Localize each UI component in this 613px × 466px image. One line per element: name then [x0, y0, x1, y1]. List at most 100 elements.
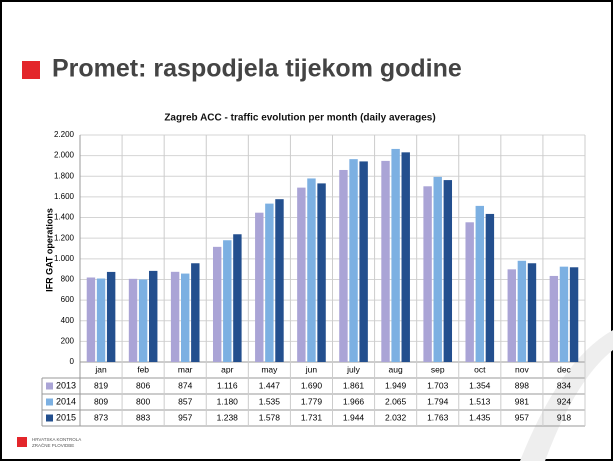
- table-cell: 834: [557, 380, 571, 390]
- table-cell: 1.513: [469, 396, 491, 406]
- y-tick-label: 1.400: [54, 213, 75, 222]
- y-tick-label: 1.200: [54, 233, 75, 242]
- bar: [255, 212, 264, 362]
- table-cell: 1.690: [301, 380, 323, 390]
- y-tick-label: 400: [61, 316, 75, 325]
- decoration: [520, 330, 613, 461]
- table-cell: 1.116: [217, 380, 238, 390]
- bar: [569, 267, 579, 362]
- y-tick-label: 1.600: [54, 192, 75, 201]
- bar: [549, 275, 559, 362]
- bar: [401, 152, 410, 362]
- legend-label: 2014: [56, 396, 76, 406]
- table-cell: 857: [178, 396, 192, 406]
- table-cell: 1.966: [343, 396, 365, 406]
- y-tick-label: 0: [70, 357, 75, 366]
- y-tick-label: 200: [61, 336, 75, 345]
- legend-swatch: [46, 398, 53, 406]
- legend-label: 2013: [56, 380, 76, 390]
- table-cell: 1.944: [343, 412, 365, 422]
- x-tick-label: oct: [474, 364, 486, 374]
- x-tick-label: dec: [557, 364, 571, 374]
- y-tick-label: 1.800: [54, 171, 75, 180]
- bar: [307, 178, 316, 362]
- table-cell: 924: [557, 396, 571, 406]
- legend-label: 2015: [56, 412, 76, 422]
- table-cell: 1.703: [427, 380, 449, 390]
- bar: [212, 246, 222, 362]
- table-cell: 809: [94, 396, 108, 406]
- logo-mark: [17, 437, 27, 447]
- table-cell: 1.180: [217, 396, 239, 406]
- bar: [297, 187, 306, 362]
- y-tick-label: 2.200: [54, 130, 75, 139]
- table-cell: 1.238: [217, 412, 239, 422]
- table-cell: 819: [94, 380, 108, 390]
- table-cell: 873: [94, 412, 108, 422]
- x-tick-label: feb: [137, 364, 149, 374]
- bar: [317, 183, 326, 362]
- x-tick-label: jan: [94, 364, 107, 374]
- bar: [128, 278, 138, 362]
- table-cell: 1.535: [259, 396, 281, 406]
- table-cell: 957: [515, 412, 529, 422]
- bar: [265, 203, 274, 362]
- y-tick-label: 800: [61, 275, 75, 284]
- table-cell: 883: [136, 412, 150, 422]
- bar: [275, 199, 284, 362]
- table-cell: 1.949: [385, 380, 407, 390]
- bar: [96, 278, 106, 362]
- table-cell: 874: [178, 380, 192, 390]
- bar: [507, 269, 516, 362]
- table-cell: 1.447: [259, 380, 281, 390]
- chart-title: Zagreb ACC - traffic evolution per month…: [164, 113, 435, 124]
- bar: [223, 240, 232, 362]
- bar: [559, 266, 569, 362]
- bar: [381, 160, 390, 362]
- bar: [443, 180, 453, 362]
- table-cell: 1.578: [259, 412, 281, 422]
- y-tick-label: 2.000: [54, 151, 75, 160]
- bar: [191, 263, 200, 362]
- bar: [517, 260, 527, 362]
- x-tick-label: may: [261, 364, 278, 374]
- table-cell: 1.794: [427, 396, 449, 406]
- table-cell: 1.861: [343, 380, 365, 390]
- table-cell: 1.354: [469, 380, 491, 390]
- bar: [359, 161, 368, 362]
- bar: [86, 277, 96, 362]
- bar: [149, 270, 158, 362]
- bar: [527, 263, 537, 362]
- table-cell: 898: [515, 380, 529, 390]
- x-tick-label: nov: [515, 364, 529, 374]
- table-cell: 806: [136, 380, 150, 390]
- table-cell: 918: [557, 412, 571, 422]
- bar: [138, 279, 148, 362]
- table-cell: 1.779: [301, 396, 323, 406]
- bar: [106, 271, 116, 362]
- y-tick-label: 1.000: [54, 254, 75, 263]
- x-tick-label: jun: [305, 364, 318, 374]
- bar: [433, 176, 442, 362]
- x-tick-label: mar: [178, 364, 193, 374]
- table-cell: 981: [515, 396, 529, 406]
- table-cell: 1.435: [469, 412, 491, 422]
- bar: [233, 234, 242, 362]
- bar: [391, 148, 400, 362]
- y-tick-label: 600: [61, 295, 75, 304]
- table-cell: 2.065: [385, 396, 407, 406]
- bar: [465, 222, 474, 362]
- table-cell: 1.731: [301, 412, 323, 422]
- x-tick-label: apr: [221, 364, 233, 374]
- bar: [339, 169, 348, 362]
- title-bullet: [22, 61, 40, 79]
- legend-swatch: [46, 414, 53, 422]
- x-tick-label: sep: [431, 364, 445, 374]
- x-tick-label: aug: [389, 364, 403, 374]
- x-tick-label: july: [346, 364, 361, 374]
- bar: [423, 186, 432, 362]
- table-cell: 957: [178, 412, 192, 422]
- table-cell: 1.763: [427, 412, 449, 422]
